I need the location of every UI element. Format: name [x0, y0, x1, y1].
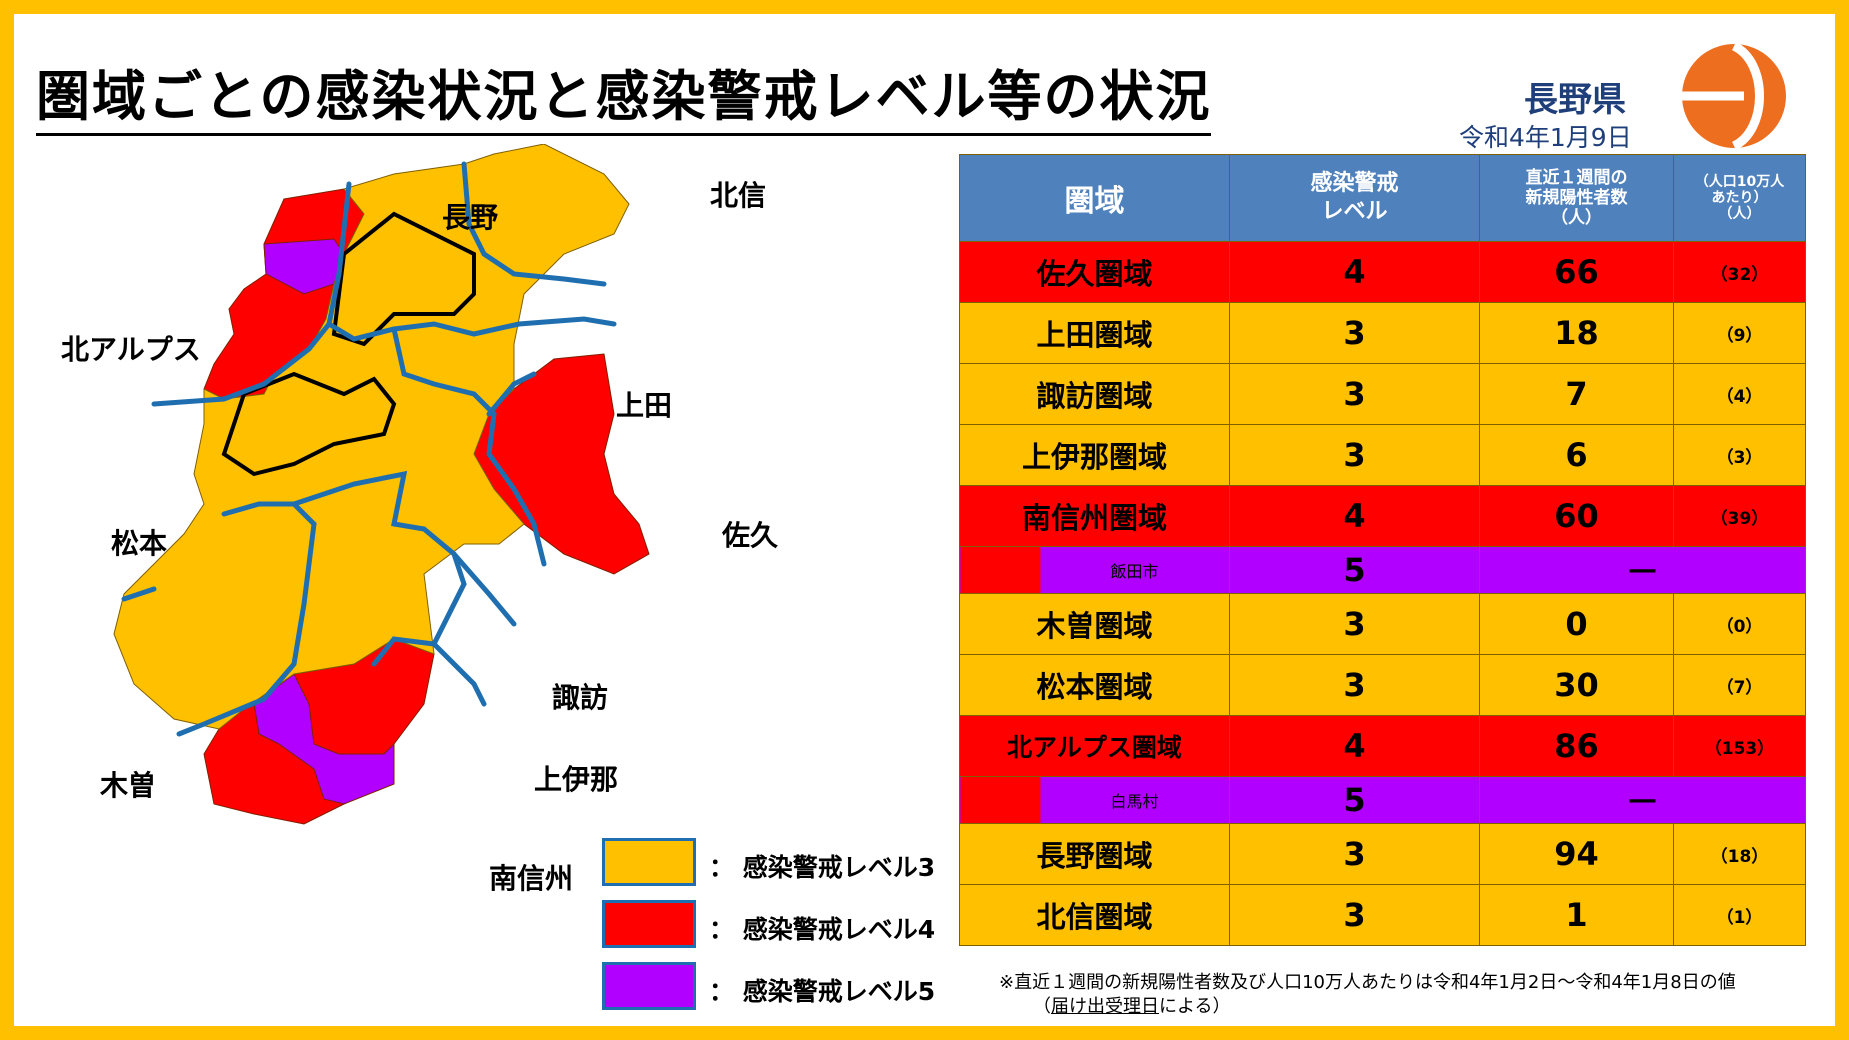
slide: 圏域ごとの感染状況と感染警戒レベル等の状況 長野県 令和4年1月9日	[14, 14, 1835, 1026]
legend-label-level5: ： 感染警戒レベル5	[709, 977, 936, 1006]
table-row: 長野圏域 3 94 （18）	[959, 823, 1806, 885]
legend-label-level4: ： 感染警戒レベル4	[709, 915, 936, 944]
report-date: 令和4年1月9日	[1459, 123, 1632, 152]
prefecture-name: 長野県	[1524, 80, 1626, 120]
map-label-saku: 佐久	[722, 519, 779, 552]
legend-swatch-level5	[602, 962, 696, 1010]
region-map	[113, 144, 650, 825]
table-subrow: 白馬村 5 ―	[959, 776, 1806, 824]
map-label-kamiina: 上伊那	[534, 763, 619, 796]
legend-label-level3: ： 感染警戒レベル3	[709, 853, 936, 882]
header-cases: 直近１週間の 新規陽性者数 （人）	[1479, 154, 1674, 242]
table-header: 圏域 感染警戒 レベル 直近１週間の 新規陽性者数 （人） （人口10万人 あた…	[959, 154, 1806, 242]
legend-swatch-level4	[602, 900, 696, 948]
table-row: 南信州圏域 4 60 （39）	[959, 485, 1806, 547]
legend-swatch-level3	[602, 838, 696, 886]
header-area: 圏域	[959, 154, 1230, 242]
map-label-suwa: 諏訪	[552, 681, 609, 714]
table-row: 木曽圏域 3 0 （0）	[959, 593, 1806, 655]
map-label-ueda: 上田	[616, 389, 673, 422]
map-label-nagano: 長野	[442, 201, 499, 234]
iida-city	[253, 673, 395, 805]
table-row: 北アルプス圏域 4 86 （153）	[959, 715, 1806, 777]
header-per-100k: （人口10万人 あたり） （人）	[1673, 154, 1806, 242]
table-row: 諏訪圏域 3 7 （4）	[959, 363, 1806, 425]
map-label-north-alps: 北アルプス	[61, 333, 201, 366]
map-label-kiso: 木曽	[100, 769, 157, 802]
header-level: 感染警戒 レベル	[1229, 154, 1480, 242]
map-label-minami-shinshu: 南信州	[489, 862, 574, 895]
nagano-prefecture-logo-icon	[1682, 41, 1786, 151]
table-row: 上田圏域 3 18 （9）	[959, 302, 1806, 364]
page-title: 圏域ごとの感染状況と感染警戒レベル等の状況	[36, 52, 1212, 136]
table-subrow: 飯田市 5 ―	[959, 546, 1806, 594]
table-row: 佐久圏域 4 66 （32）	[959, 241, 1806, 303]
map-label-hokushin: 北信	[710, 179, 767, 212]
table-row: 松本圏域 3 30 （7）	[959, 654, 1806, 716]
status-table: 圏域 感染警戒 レベル 直近１週間の 新規陽性者数 （人） （人口10万人 あた…	[959, 154, 1806, 946]
footnote: ※直近１週間の新規陽性者数及び人口10万人あたりは令和4年1月2日～令和4年1月…	[999, 972, 1736, 1017]
table-row: 上伊那圏域 3 6 （3）	[959, 424, 1806, 486]
table-row: 北信圏域 3 1 （1）	[959, 884, 1806, 946]
map-label-matsumoto: 松本	[111, 527, 168, 560]
